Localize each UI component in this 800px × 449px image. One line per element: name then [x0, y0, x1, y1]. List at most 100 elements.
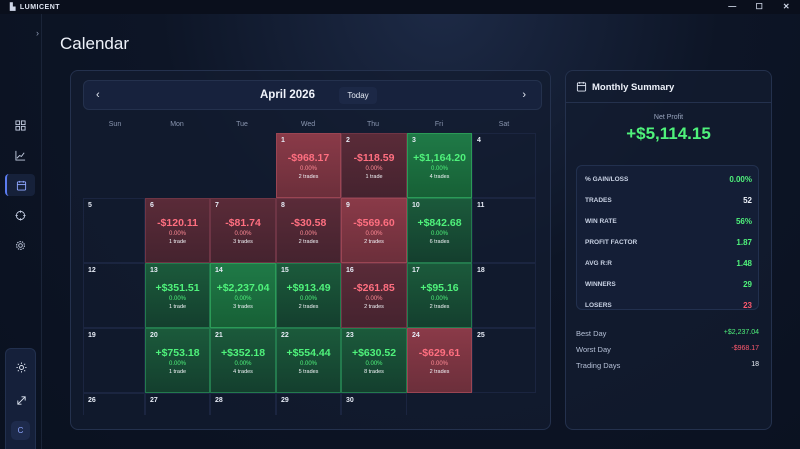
day-number: 9	[346, 202, 350, 209]
sidebar: › C	[0, 14, 42, 449]
day-pnl-percent: 0.00%	[430, 231, 448, 237]
day-pnl-percent: 0.00%	[365, 166, 383, 172]
day-pnl-percent: 0.00%	[430, 361, 448, 367]
prev-month-button[interactable]: ‹	[96, 89, 100, 101]
calendar-day-cell[interactable]: 10 +$842.68 0.00% 6 trades	[407, 198, 472, 263]
sidebar-item-dashboard[interactable]	[5, 114, 35, 136]
calendar-day-cell[interactable]: 9 -$569.60 0.00% 2 trades	[341, 198, 407, 263]
calendar-header: ‹ April 2026 Today ›	[83, 80, 542, 110]
weekday-label: Sun	[108, 121, 122, 128]
day-trade-count: 6 trades	[429, 239, 450, 245]
month-label: April 2026	[260, 89, 315, 101]
title-bar: ▙ LUMICENT — ☐ ✕	[0, 0, 800, 14]
day-pnl-percent: 0.00%	[168, 361, 186, 367]
calendar-day-cell[interactable]: 2 -$118.59 0.00% 1 trade	[341, 133, 407, 198]
day-number: 2	[346, 137, 350, 144]
net-profit-label: Net Profit	[653, 114, 684, 121]
extra-stat-row: Worst Day -$968.17	[576, 343, 759, 357]
day-number: 13	[150, 267, 158, 274]
calendar-day-cell[interactable]: 19	[83, 328, 145, 393]
day-trade-count: 3 trades	[233, 239, 253, 245]
weekday-label: Sat	[498, 121, 510, 128]
calendar-day-cell[interactable]: 16 -$261.85 0.00% 2 trades	[341, 263, 407, 328]
sidebar-item-analytics[interactable]	[5, 144, 35, 166]
extra-stat-value: -$968.17	[731, 345, 759, 352]
day-number: 25	[477, 332, 485, 339]
stat-value: 52	[743, 196, 752, 205]
sidebar-item-goals[interactable]	[5, 204, 35, 226]
calendar-day-cell[interactable]: 30	[341, 393, 407, 415]
calendar-day-cell[interactable]: 7 -$81.74 0.00% 3 trades	[210, 198, 276, 263]
calendar-day-cell[interactable]: 22 +$554.44 0.00% 5 trades	[276, 328, 341, 393]
close-button[interactable]: ✕	[782, 2, 791, 11]
stat-value: 1.48	[736, 259, 752, 268]
gear-icon	[15, 240, 25, 250]
day-number: 29	[281, 397, 289, 404]
sun-icon	[16, 361, 27, 373]
day-pnl-percent: 0.00%	[168, 231, 186, 237]
calendar-day-cell[interactable]: 1 -$968.17 0.00% 2 trades	[276, 133, 341, 198]
calendar-day-cell[interactable]: 24 -$629.61 0.00% 2 trades	[407, 328, 472, 393]
day-number: 10	[412, 202, 420, 209]
sidebar-nav	[0, 114, 42, 264]
sidebar-item-calendar[interactable]	[5, 174, 35, 196]
extra-stat-row: Best Day +$2,237.04	[576, 327, 759, 341]
day-pnl-amount: +$913.49	[286, 282, 331, 294]
calendar-day-cell[interactable]: 3 +$1,164.20 0.00% 4 trades	[407, 133, 472, 198]
calendar-day-cell[interactable]: 12	[83, 263, 145, 328]
calendar-day-cell[interactable]: 15 +$913.49 0.00% 2 trades	[276, 263, 341, 328]
calendar-day-cell[interactable]: 4	[472, 133, 536, 198]
calendar-day-cell[interactable]: 6 -$120.11 0.00% 1 trade	[145, 198, 210, 263]
next-month-button[interactable]: ›	[522, 89, 526, 101]
day-pnl-amount: -$261.85	[353, 282, 395, 294]
minimize-button[interactable]: —	[728, 2, 737, 11]
stat-value: 0.00%	[729, 175, 752, 184]
stat-row: AVG R:R 1.48	[585, 257, 752, 271]
stat-label: WINNERS	[585, 281, 616, 288]
day-pnl-amount: +$842.68	[417, 217, 462, 229]
target-icon	[14, 209, 26, 221]
day-pnl-amount: +$95.16	[420, 282, 459, 294]
calendar-day-cell[interactable]: 26	[83, 393, 145, 415]
weekday-label: Mon	[170, 121, 184, 128]
user-avatar[interactable]: C	[11, 421, 30, 440]
day-trade-count: 4 trades	[233, 369, 253, 375]
day-trade-count: 1 trade	[365, 174, 383, 180]
calendar-day-cell[interactable]: 29	[276, 393, 341, 415]
sidebar-collapse-button[interactable]: ›	[36, 28, 39, 38]
today-button[interactable]: Today	[339, 87, 377, 104]
calendar-day-cell[interactable]: 21 +$352.18 0.00% 4 trades	[210, 328, 276, 393]
weekday-label: Thu	[366, 121, 380, 128]
day-number: 12	[88, 267, 96, 274]
calendar-day-cell[interactable]: 28	[210, 393, 276, 415]
calendar-day-cell[interactable]: 18	[472, 263, 536, 328]
day-pnl-amount: -$118.59	[353, 152, 395, 164]
day-pnl-amount: -$30.58	[290, 217, 327, 229]
day-number: 26	[88, 397, 96, 404]
expand-button[interactable]	[6, 385, 37, 415]
maximize-button[interactable]: ☐	[755, 2, 764, 11]
day-number: 28	[215, 397, 223, 404]
calendar-day-cell[interactable]: 27	[145, 393, 210, 415]
day-number: 30	[346, 397, 354, 404]
dashboard-icon	[14, 119, 26, 131]
day-number: 7	[215, 202, 219, 209]
calendar-day-cell[interactable]: 14 +$2,237.04 0.00% 3 trades	[210, 263, 276, 328]
extra-stat-label: Best Day	[576, 329, 607, 338]
calendar-day-cell[interactable]: 5	[83, 198, 145, 263]
calendar-day-cell[interactable]: 8 -$30.58 0.00% 2 trades	[276, 198, 341, 263]
sidebar-item-settings[interactable]	[5, 234, 35, 256]
day-trade-count: 1 trade	[168, 239, 187, 245]
calendar-day-cell[interactable]: 20 +$753.18 0.00% 1 trade	[145, 328, 210, 393]
calendar-day-cell[interactable]: 25	[472, 328, 536, 393]
day-pnl-amount: +$2,237.04	[216, 282, 270, 294]
calendar-day-cell[interactable]: 11	[472, 198, 536, 263]
calendar-day-cell[interactable]: 17 +$95.16 0.00% 2 trades	[407, 263, 472, 328]
calendar-day-cell[interactable]: 23 +$630.52 0.00% 8 trades	[341, 328, 407, 393]
calendar-day-cell[interactable]: 13 +$351.51 0.00% 1 trade	[145, 263, 210, 328]
day-trade-count: 2 trades	[298, 239, 319, 245]
day-pnl-percent: 0.00%	[365, 361, 383, 367]
day-pnl-percent: 0.00%	[234, 231, 252, 237]
theme-toggle-button[interactable]	[6, 352, 37, 382]
calendar-icon	[576, 81, 587, 92]
